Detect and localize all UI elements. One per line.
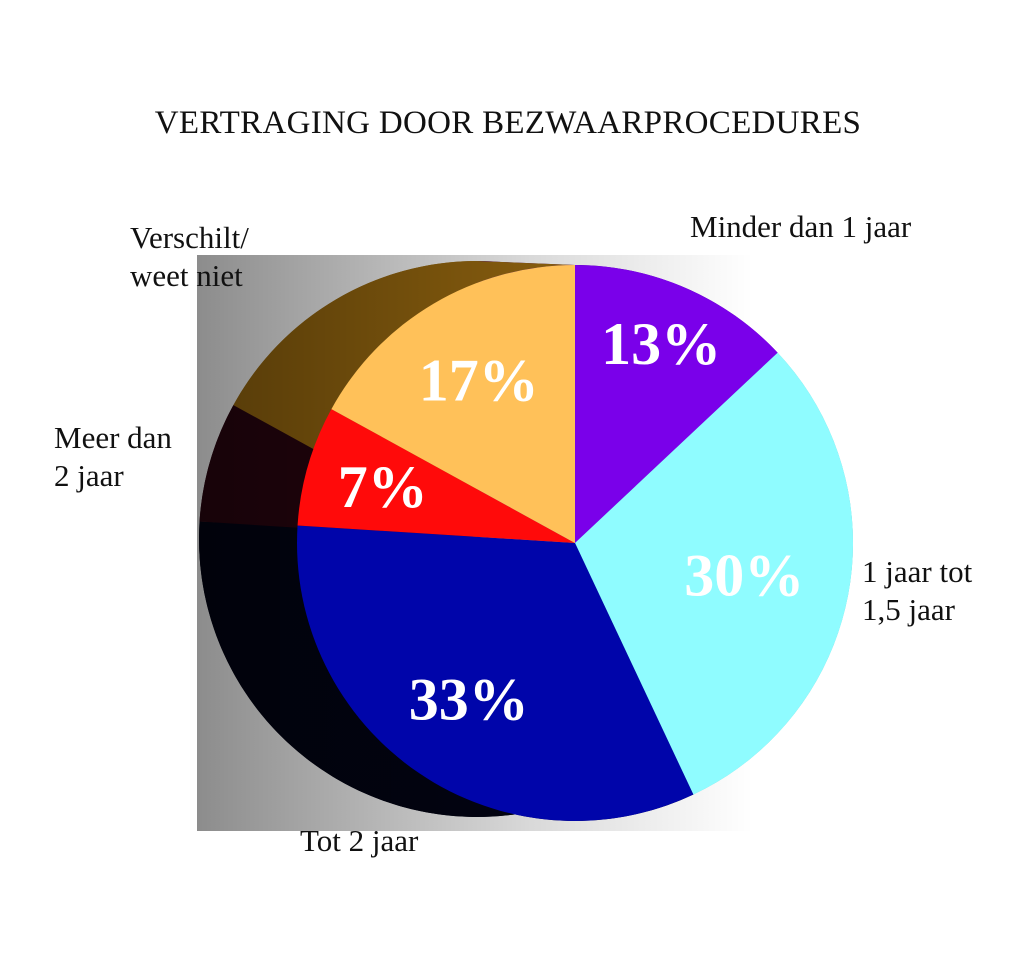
percent-labels: 13% 30% 33% 7% 17% <box>338 311 805 732</box>
category-label-minder-dan-1-jaar: Minder dan 1 jaar <box>690 209 912 244</box>
value-label-1-jaar-tot-1-5-jaar: 30% <box>684 542 804 608</box>
category-label-line: 1,5 jaar <box>862 592 956 627</box>
pie-slice-tot-2-jaar <box>296 525 694 821</box>
pie-top-layer <box>296 265 853 821</box>
category-label-line: 2 jaar <box>54 458 124 493</box>
category-labels: Minder dan 1 jaar 1 jaar tot 1,5 jaar Tot 2… <box>54 209 973 858</box>
pie-slice-minder-dan-1-jaar <box>575 265 778 543</box>
pie-slice-verschilt-weet-niet <box>331 265 575 543</box>
value-label-verschilt-weet-niet: 17% <box>419 347 539 413</box>
category-label-line: Tot 2 jaar <box>300 823 419 858</box>
category-label-1-jaar-tot-1-5-jaar: 1 jaar tot 1,5 jaar <box>862 554 973 627</box>
category-label-verschilt-weet-niet: Verschilt/weet niet <box>130 220 249 293</box>
category-label-line: weet niet <box>130 258 243 293</box>
value-label-meer-dan-2-jaar: 7% <box>338 454 428 520</box>
pie-slice-meer-dan-2-jaar <box>297 409 575 543</box>
category-label-line: Minder dan 1 jaar <box>690 209 912 244</box>
category-label-meer-dan-2-jaar: Meer dan 2 jaar <box>54 420 172 493</box>
value-label-tot-2-jaar: 33% <box>409 666 529 732</box>
pie-slice-1-jaar-tot-1-5-jaar <box>575 352 853 795</box>
category-label-tot-2-jaar: Tot 2 jaar <box>300 823 419 858</box>
chart-title: VERTRAGING DOOR BEZWAARPROCEDURES <box>155 105 861 141</box>
category-label-line: Verschilt/ <box>130 220 249 255</box>
category-label-line: Meer dan <box>54 420 172 455</box>
category-label-line: 1 jaar tot <box>862 554 973 589</box>
value-label-minder-dan-1-jaar: 13% <box>601 311 721 377</box>
